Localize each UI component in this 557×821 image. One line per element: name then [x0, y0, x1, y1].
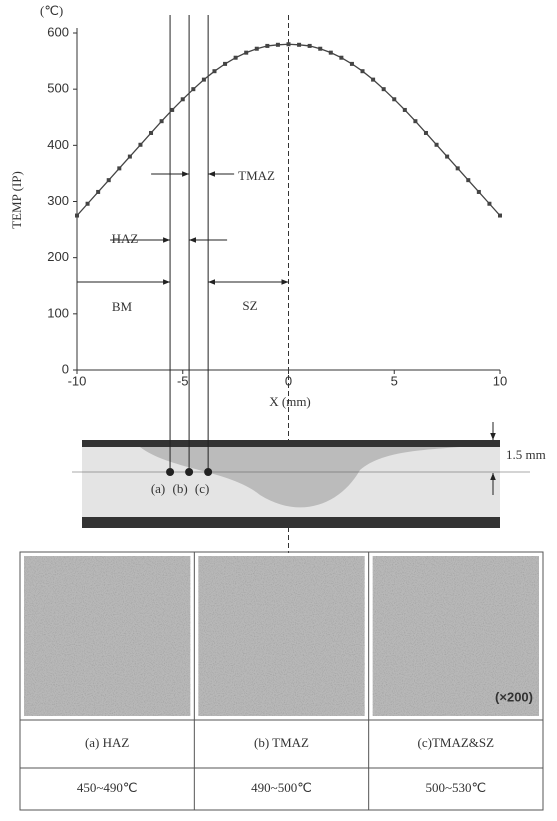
data-point — [360, 69, 365, 74]
data-point — [349, 61, 354, 66]
data-point — [392, 97, 397, 102]
column-temp: 450~490℃ — [77, 780, 138, 795]
data-point — [487, 201, 492, 206]
section-bottom — [82, 517, 500, 528]
data-point — [117, 166, 122, 171]
data-point — [75, 213, 79, 218]
data-point — [170, 107, 175, 112]
x-tick-label: 10 — [493, 373, 507, 388]
weld-nugget — [140, 447, 460, 508]
data-point — [254, 46, 259, 51]
micrograph-grain — [198, 556, 365, 716]
data-point — [455, 166, 460, 171]
zone-label: (b) — [173, 481, 188, 496]
data-point — [233, 55, 238, 60]
column-label: (b) TMAZ — [254, 735, 309, 750]
data-point — [85, 201, 90, 206]
region-label: BM — [112, 299, 133, 314]
x-tick-label: -10 — [68, 373, 87, 388]
data-point — [127, 154, 132, 159]
data-point — [244, 50, 249, 55]
y-tick-label: 300 — [47, 193, 69, 208]
data-point — [201, 77, 206, 82]
x-tick-label: -5 — [177, 373, 189, 388]
y-tick-label: 200 — [47, 249, 69, 264]
zone-point — [185, 468, 194, 476]
data-point — [223, 61, 228, 66]
column-label: (c)TMAZ&SZ — [418, 735, 495, 750]
y-tick-label: 100 — [47, 305, 69, 320]
data-point — [275, 42, 280, 47]
x-axis-label: X (mm) — [269, 394, 311, 409]
data-point — [286, 42, 291, 47]
data-point — [96, 189, 101, 194]
data-point — [466, 178, 471, 183]
table-border — [19, 551, 544, 811]
region-label: SZ — [242, 298, 257, 313]
y-axis-label: TEMP (IP) — [9, 171, 24, 229]
data-point — [318, 46, 323, 51]
micrograph-grain — [24, 556, 191, 716]
data-point — [339, 55, 344, 60]
section-top — [82, 440, 500, 447]
data-point — [423, 130, 428, 135]
y-unit: (℃) — [40, 3, 63, 18]
data-point — [476, 189, 481, 194]
magnification: (×200) — [495, 689, 533, 704]
data-point — [434, 142, 439, 147]
zone-point — [204, 468, 213, 476]
data-point — [307, 43, 312, 48]
data-point — [212, 69, 217, 74]
data-point — [191, 87, 196, 92]
region-label: TMAZ — [238, 168, 275, 183]
x-tick-label: 5 — [391, 373, 398, 388]
zone-point — [166, 468, 175, 476]
micrograph-grain — [372, 556, 539, 716]
x-tick-label: 0 — [285, 373, 292, 388]
data-point — [402, 107, 407, 112]
data-point — [498, 213, 502, 218]
column-temp: 490~500℃ — [251, 780, 312, 795]
data-point — [381, 87, 386, 92]
y-tick-label: 600 — [47, 24, 69, 39]
data-point — [265, 43, 270, 48]
data-point — [413, 119, 418, 124]
data-point — [159, 119, 164, 124]
data-point — [106, 178, 111, 183]
data-point — [328, 50, 333, 55]
column-label: (a) HAZ — [85, 735, 129, 750]
y-tick-label: 0 — [62, 361, 69, 376]
data-point — [297, 42, 302, 47]
y-tick-label: 500 — [47, 81, 69, 96]
data-point — [138, 142, 143, 147]
zone-label: (a) — [151, 481, 165, 496]
zone-label: (c) — [195, 481, 209, 496]
column-temp: 500~530℃ — [426, 780, 487, 795]
thickness-label: 1.5 mm — [506, 447, 546, 462]
region-label: HAZ — [112, 231, 139, 246]
data-point — [180, 97, 185, 102]
data-point — [149, 130, 154, 135]
data-point — [371, 77, 376, 82]
data-point — [445, 154, 450, 159]
y-tick-label: 400 — [47, 137, 69, 152]
